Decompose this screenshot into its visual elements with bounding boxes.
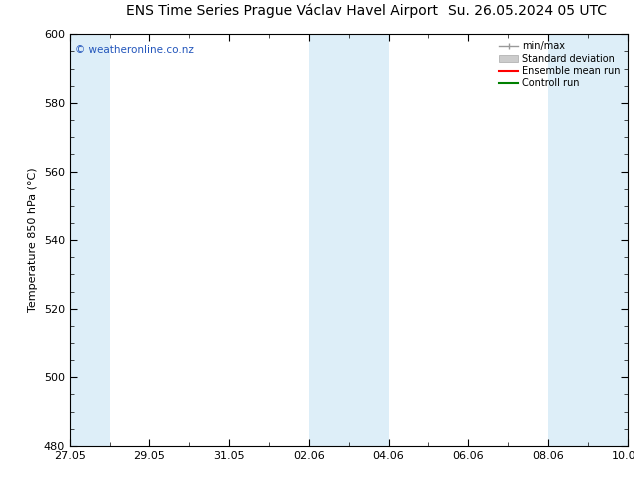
Text: Su. 26.05.2024 05 UTC: Su. 26.05.2024 05 UTC <box>448 4 607 18</box>
Bar <box>548 34 588 446</box>
Text: ENS Time Series Prague Václav Havel Airport: ENS Time Series Prague Václav Havel Airp… <box>126 3 437 18</box>
Bar <box>70 34 110 446</box>
Legend: min/max, Standard deviation, Ensemble mean run, Controll run: min/max, Standard deviation, Ensemble me… <box>497 39 623 90</box>
Bar <box>588 34 628 446</box>
Bar <box>349 34 389 446</box>
Y-axis label: Temperature 850 hPa (°C): Temperature 850 hPa (°C) <box>28 168 38 313</box>
Text: © weatheronline.co.nz: © weatheronline.co.nz <box>75 45 194 54</box>
Bar <box>309 34 349 446</box>
